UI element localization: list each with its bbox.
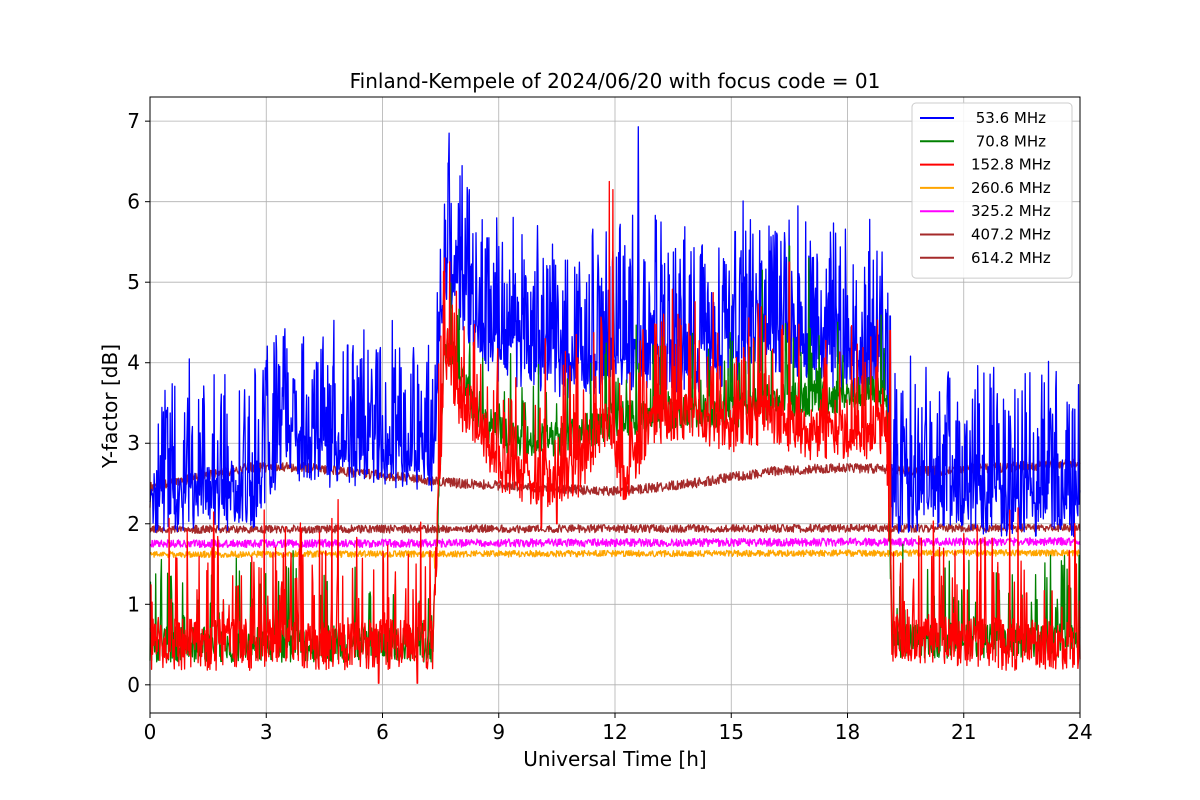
series-line-5 <box>149 523 1081 534</box>
x-tick-label: 3 <box>260 720 273 744</box>
x-tick-label: 15 <box>719 720 744 744</box>
y-tick-label: 1 <box>127 592 140 616</box>
legend-label: 614.2 MHz <box>971 249 1051 267</box>
series-line-0 <box>149 126 1081 538</box>
y-tick-label: 7 <box>127 109 140 133</box>
legend-label: 152.8 MHz <box>971 156 1051 174</box>
legend-label: 260.6 MHz <box>971 179 1051 197</box>
x-tick-label: 21 <box>951 720 976 744</box>
y-tick-label: 4 <box>127 351 140 375</box>
y-tick-label: 0 <box>127 673 140 697</box>
chart-title: Finland-Kempele of 2024/06/20 with focus… <box>350 69 881 93</box>
x-tick-label: 18 <box>835 720 860 744</box>
x-tick-label: 12 <box>602 720 627 744</box>
series-group <box>149 126 1081 684</box>
x-tick-label: 24 <box>1067 720 1092 744</box>
x-tick-label: 0 <box>144 720 157 744</box>
legend-label: 407.2 MHz <box>971 226 1051 244</box>
x-axis-title: Universal Time [h] <box>523 747 706 771</box>
legend-label: 70.8 MHz <box>971 132 1046 150</box>
legend-label: 325.2 MHz <box>971 202 1051 220</box>
y-axis-title: Y-factor [dB] <box>98 344 122 469</box>
y-tick-label: 6 <box>127 190 140 214</box>
series-line-4 <box>149 536 1081 549</box>
series-line-3 <box>149 549 1081 569</box>
legend: 53.6 MHz 70.8 MHz 152.8 MHz 260.6 MHz 325.2… <box>911 102 1073 279</box>
x-tick-label: 9 <box>492 720 505 744</box>
y-tick-label: 2 <box>127 512 140 536</box>
x-tick-label: 6 <box>376 720 389 744</box>
legend-label: 53.6 MHz <box>971 109 1046 127</box>
y-tick-label: 5 <box>127 270 140 294</box>
series-line-2 <box>149 180 1081 684</box>
y-tick-label: 3 <box>127 431 140 455</box>
